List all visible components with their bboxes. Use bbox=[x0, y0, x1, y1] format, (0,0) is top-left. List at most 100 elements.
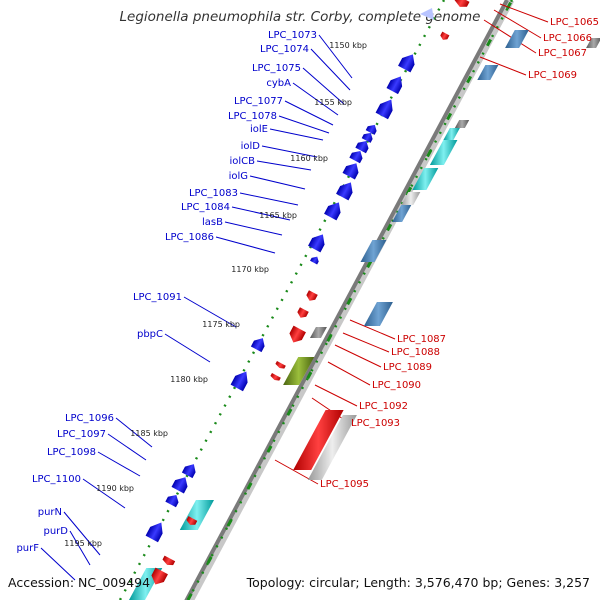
gene-label-lpc-1096[interactable]: LPC_1096 bbox=[65, 413, 114, 424]
forward-arrow-13[interactable] bbox=[250, 335, 268, 353]
forward-arrow-4[interactable] bbox=[365, 122, 379, 135]
gene-label-lpc-1077[interactable]: LPC_1077 bbox=[234, 96, 283, 107]
leader-lpc-1086 bbox=[215, 236, 276, 254]
gene-label-lpc-1093[interactable]: LPC_1093 bbox=[351, 418, 400, 429]
forward-arrow-17[interactable] bbox=[165, 492, 181, 508]
forward-arrow-2[interactable] bbox=[386, 73, 406, 95]
reverse-arrow-9[interactable] bbox=[161, 555, 176, 568]
forward-arrow-12[interactable] bbox=[310, 255, 320, 265]
gene-label-iold[interactable]: iolD bbox=[241, 141, 261, 152]
feature-block-outer-6[interactable] bbox=[307, 415, 357, 480]
forward-arrow-14[interactable] bbox=[230, 368, 252, 392]
leader-lpc-1078 bbox=[278, 115, 330, 134]
gene-label-lpc-1092[interactable]: LPC_1092 bbox=[359, 401, 408, 412]
feature-block-6[interactable] bbox=[412, 168, 439, 190]
kbp-tick-1185-kbp: 1185 kbp bbox=[130, 429, 168, 438]
leader-iole bbox=[269, 128, 324, 141]
topology-label: Topology: circular; Length: 3,576,470 bp… bbox=[246, 575, 590, 590]
gene-label-lasb[interactable]: lasB bbox=[202, 217, 223, 228]
leader-lpc-1092 bbox=[314, 384, 358, 407]
leader-lpc-1077 bbox=[284, 100, 334, 126]
forward-arrow-6[interactable] bbox=[355, 138, 371, 154]
feature-block-9[interactable] bbox=[360, 240, 387, 262]
reverse-arrow-5[interactable] bbox=[287, 325, 306, 346]
reverse-arrow-7[interactable] bbox=[270, 373, 281, 382]
leader-lpc-1096 bbox=[115, 417, 153, 448]
reverse-arrow-2[interactable] bbox=[439, 31, 450, 42]
feature-block-3[interactable] bbox=[454, 120, 470, 128]
feature-block-4[interactable] bbox=[443, 128, 460, 140]
reverse-arrow-6[interactable] bbox=[275, 361, 286, 370]
forward-arrow-16[interactable] bbox=[171, 474, 191, 494]
feature-block-10[interactable] bbox=[309, 327, 327, 338]
gene-label-purn[interactable]: purN bbox=[38, 507, 62, 518]
gene-label-lpc-1097[interactable]: LPC_1097 bbox=[57, 429, 106, 440]
forward-arrow-10[interactable] bbox=[324, 199, 344, 221]
kbp-tick-1170-kbp: 1170 kbp bbox=[231, 265, 269, 274]
gene-label-lpc-1066[interactable]: LPC_1066 bbox=[543, 33, 592, 44]
leader-lpc-1100 bbox=[82, 478, 126, 509]
feature-block-1[interactable] bbox=[505, 30, 529, 48]
forward-arrow-8[interactable] bbox=[342, 160, 362, 180]
gene-label-iolg[interactable]: iolG bbox=[229, 171, 248, 182]
leader-lpc-1073 bbox=[318, 34, 353, 79]
faded-arrow[interactable] bbox=[420, 8, 434, 20]
leader-iold bbox=[261, 145, 318, 158]
gene-label-lpc-1086[interactable]: LPC_1086 bbox=[165, 232, 214, 243]
gene-label-lpc-1090[interactable]: LPC_1090 bbox=[372, 380, 421, 391]
gene-label-lpc-1100[interactable]: LPC_1100 bbox=[32, 474, 81, 485]
gene-label-lpc-1089[interactable]: LPC_1089 bbox=[383, 362, 432, 373]
feature-block-5[interactable] bbox=[429, 140, 458, 165]
gene-label-lpc-1067[interactable]: LPC_1067 bbox=[538, 48, 587, 59]
leader-iolcb bbox=[256, 160, 312, 171]
gene-label-lpc-1095[interactable]: LPC_1095 bbox=[320, 479, 369, 490]
gene-label-lpc-1069[interactable]: LPC_1069 bbox=[528, 70, 577, 81]
gene-label-lpc-1091[interactable]: LPC_1091 bbox=[133, 292, 182, 303]
gene-label-lpc-1083[interactable]: LPC_1083 bbox=[189, 188, 238, 199]
feature-block-outer-4[interactable] bbox=[363, 302, 393, 326]
forward-arrow-7[interactable] bbox=[349, 148, 365, 164]
gene-label-lpc-1075[interactable]: LPC_1075 bbox=[252, 63, 301, 74]
gene-label-lpc-1073[interactable]: LPC_1073 bbox=[268, 30, 317, 41]
forward-arrow-18[interactable] bbox=[145, 519, 167, 543]
leader-lpc-1083 bbox=[239, 192, 299, 206]
leader-lpc-1088 bbox=[342, 332, 390, 353]
leader-lpc-1098 bbox=[97, 451, 141, 477]
gene-label-iole[interactable]: iolE bbox=[250, 124, 268, 135]
forward-arrow-1[interactable] bbox=[398, 51, 418, 73]
leader-lpc-1090 bbox=[327, 361, 371, 386]
feature-block-11[interactable] bbox=[283, 357, 315, 385]
reverse-arrow-3[interactable] bbox=[305, 290, 318, 303]
gene-label-lpc-1084[interactable]: LPC_1084 bbox=[181, 202, 230, 213]
forward-arrow-9[interactable] bbox=[336, 179, 356, 201]
gene-label-lpc-1088[interactable]: LPC_1088 bbox=[391, 347, 440, 358]
gene-label-pbpc[interactable]: pbpC bbox=[137, 329, 163, 340]
feature-block-7[interactable] bbox=[401, 192, 421, 205]
forward-arrow-11[interactable] bbox=[308, 231, 328, 253]
gene-label-iolcb[interactable]: iolCB bbox=[229, 156, 255, 167]
gene-label-lpc-1087[interactable]: LPC_1087 bbox=[397, 334, 446, 345]
reverse-arrow-10[interactable] bbox=[149, 567, 168, 588]
feature-block-outer-3[interactable] bbox=[586, 38, 600, 48]
gene-label-lpc-1098[interactable]: LPC_1098 bbox=[47, 447, 96, 458]
gene-label-purf[interactable]: purF bbox=[16, 543, 39, 554]
leader-cyba bbox=[292, 82, 339, 116]
forward-arrow-15[interactable] bbox=[181, 461, 199, 479]
reverse-arrow-4[interactable] bbox=[296, 307, 309, 320]
reverse-arrow-8[interactable] bbox=[185, 516, 198, 527]
feature-block-2[interactable] bbox=[477, 65, 499, 80]
feature-block-8[interactable] bbox=[392, 205, 412, 222]
leader-purn bbox=[63, 511, 101, 556]
gene-label-lpc-1065[interactable]: LPC_1065 bbox=[550, 17, 599, 28]
feature-block-12[interactable] bbox=[179, 500, 214, 530]
forward-arrow-5[interactable] bbox=[361, 130, 375, 143]
leader-lpc-1069 bbox=[479, 56, 527, 76]
forward-arrow-3[interactable] bbox=[375, 96, 397, 120]
gene-label-lpc-1074[interactable]: LPC_1074 bbox=[260, 44, 309, 55]
reverse-arrow-1[interactable] bbox=[453, 0, 470, 10]
gene-label-purd[interactable]: purD bbox=[44, 526, 69, 537]
feature-block-outer-5[interactable] bbox=[293, 410, 344, 470]
gene-label-cyba[interactable]: cybA bbox=[266, 78, 291, 89]
gene-label-lpc-1078[interactable]: LPC_1078 bbox=[228, 111, 277, 122]
leader-lpc-1087 bbox=[349, 319, 396, 340]
